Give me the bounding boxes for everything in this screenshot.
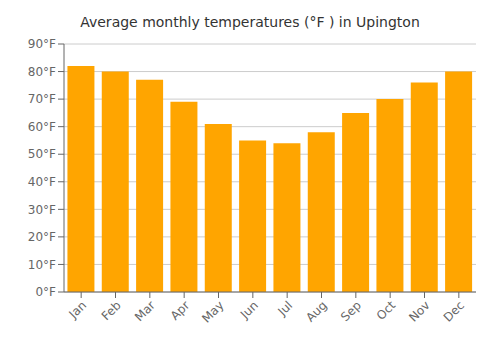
svg-text:0°F: 0°F bbox=[35, 285, 56, 299]
svg-text:10°F: 10°F bbox=[28, 258, 56, 272]
svg-text:Jul: Jul bbox=[274, 298, 295, 319]
svg-text:30°F: 30°F bbox=[28, 203, 56, 217]
svg-text:20°F: 20°F bbox=[28, 230, 56, 244]
svg-text:Mar: Mar bbox=[132, 298, 158, 324]
svg-text:80°F: 80°F bbox=[28, 65, 56, 79]
svg-text:Dec: Dec bbox=[441, 298, 467, 324]
svg-text:Aug: Aug bbox=[303, 298, 329, 324]
svg-text:50°F: 50°F bbox=[28, 147, 56, 161]
svg-text:Apr: Apr bbox=[168, 298, 193, 323]
svg-text:Nov: Nov bbox=[406, 298, 432, 324]
svg-text:Jan: Jan bbox=[66, 298, 90, 322]
svg-text:Feb: Feb bbox=[99, 298, 124, 323]
svg-text:Oct: Oct bbox=[374, 298, 399, 323]
svg-text:40°F: 40°F bbox=[28, 175, 56, 189]
svg-text:70°F: 70°F bbox=[28, 92, 56, 106]
svg-text:Sep: Sep bbox=[338, 298, 364, 324]
svg-text:60°F: 60°F bbox=[28, 120, 56, 134]
svg-text:May: May bbox=[199, 298, 226, 325]
html-text:Average monthly temperatures (: Average monthly temperatures (°F ) in Up… bbox=[80, 14, 420, 30]
svg-text:90°F: 90°F bbox=[28, 37, 56, 51]
svg-text:Jun: Jun bbox=[237, 298, 261, 322]
